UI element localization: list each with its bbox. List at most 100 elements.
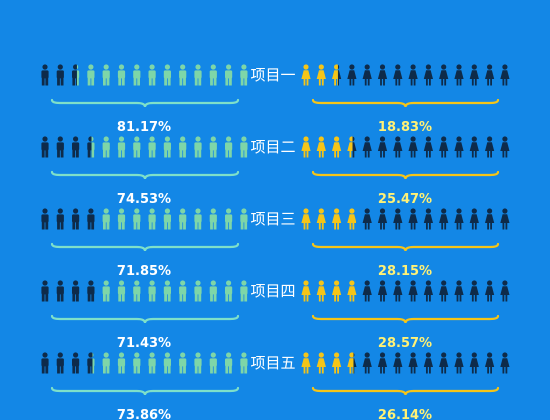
male-person-icon [87, 280, 95, 302]
female-person-icon [469, 136, 479, 158]
female-person-icon [500, 64, 510, 86]
female-person-icon [377, 280, 388, 302]
right-brace [311, 314, 500, 324]
male-person-icon [240, 208, 248, 230]
male-person-icon [148, 352, 156, 374]
male-person-icon [240, 352, 248, 374]
female-person-icon [347, 64, 357, 86]
male-person-icon [133, 280, 141, 302]
female-person-icon [439, 64, 449, 86]
male-person-icon [225, 280, 233, 302]
male-person-icon [133, 352, 141, 374]
female-person-icon [469, 64, 479, 86]
male-person-icon [117, 352, 126, 374]
male-person-icon [148, 280, 156, 302]
left-brace [50, 314, 240, 324]
female-person-icon [408, 280, 418, 302]
male-person-icon [179, 208, 187, 230]
male-person-icon [133, 208, 141, 230]
male-person-icon [225, 136, 233, 158]
male-person-icon [240, 280, 248, 302]
female-person-icon [408, 64, 418, 86]
female-person-icon [332, 208, 342, 230]
male-person-icon [102, 64, 110, 86]
female-person-icon [332, 64, 338, 86]
female-person-icon [423, 208, 433, 230]
male-person-icon [72, 136, 80, 158]
male-person-icon [91, 136, 95, 158]
value-label-left: 81.17% [117, 120, 171, 135]
male-person-icon [194, 280, 202, 302]
female-person-icon [352, 136, 357, 158]
male-person-icon [117, 280, 126, 302]
female-person-icon [500, 208, 510, 230]
female-person-icon [485, 136, 495, 158]
male-person-icon [163, 280, 171, 302]
male-person-icon [179, 280, 187, 302]
value-label-left: 71.85% [117, 264, 171, 279]
female-person-icon [454, 208, 464, 230]
male-person-icon [209, 352, 217, 374]
female-person-icon [362, 280, 372, 302]
female-person-icon [362, 208, 372, 230]
female-person-icon [316, 136, 326, 158]
female-person-icon [423, 352, 433, 374]
female-person-icon [393, 280, 403, 302]
category-label: 项目四 [250, 282, 295, 300]
female-person-icon [316, 352, 326, 374]
female-person-icon [353, 352, 357, 374]
male-person-icon [56, 64, 64, 86]
left-brace [50, 98, 240, 108]
male-person-icon [194, 136, 202, 158]
male-person-icon [179, 352, 187, 374]
female-person-icon [337, 64, 342, 86]
female-person-icon [316, 280, 326, 302]
female-person-icon [500, 280, 510, 302]
male-person-icon [163, 64, 171, 86]
male-person-icon [92, 352, 95, 374]
female-person-icon [423, 64, 433, 86]
male-person-icon [72, 64, 77, 86]
female-person-icon [423, 136, 433, 158]
male-person-icon [179, 64, 187, 86]
female-person-icon [408, 208, 418, 230]
male-person-icon [102, 208, 110, 230]
female-person-icon [500, 136, 510, 158]
male-person-icon [240, 64, 248, 86]
male-person-icon [148, 208, 156, 230]
male-person-icon [194, 64, 202, 86]
male-person-icon [117, 208, 126, 230]
female-person-icon [301, 352, 311, 374]
female-person-icon [362, 64, 372, 86]
value-label-right: 28.15% [378, 264, 432, 279]
male-person-icon [102, 136, 110, 158]
male-person-icon [87, 208, 95, 230]
male-person-icon [102, 352, 110, 374]
right-brace [311, 242, 500, 252]
female-person-icon [439, 208, 449, 230]
female-person-icon [332, 280, 342, 302]
male-person-icon [72, 280, 80, 302]
female-person-icon [301, 64, 311, 86]
value-label-left: 73.86% [117, 408, 171, 420]
female-person-icon [469, 280, 479, 302]
male-person-icon [117, 136, 126, 158]
female-person-icon [377, 352, 388, 374]
male-person-icon [148, 136, 156, 158]
male-person-icon [41, 64, 49, 86]
male-person-icon [133, 64, 141, 86]
male-person-icon [163, 208, 171, 230]
female-person-icon [469, 208, 479, 230]
male-person-icon [87, 352, 93, 374]
male-person-icon [163, 136, 171, 158]
female-person-icon [347, 352, 354, 374]
male-person-icon [194, 352, 202, 374]
value-label-right: 28.57% [378, 336, 432, 351]
male-person-icon [225, 208, 233, 230]
male-person-icon [225, 352, 233, 374]
value-label-left: 74.53% [117, 192, 171, 207]
female-person-icon [316, 208, 326, 230]
right-brace [311, 386, 500, 396]
female-person-icon [439, 352, 449, 374]
female-person-icon [500, 352, 510, 374]
